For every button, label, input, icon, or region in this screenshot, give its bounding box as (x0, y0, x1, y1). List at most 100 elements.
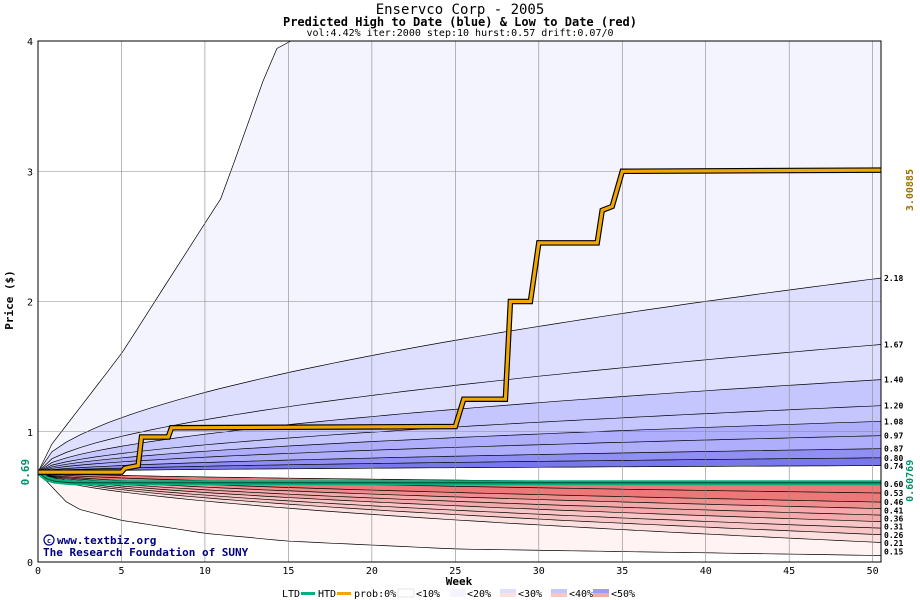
band-boundary-line (38, 41, 881, 473)
y-tick-label: 3 (27, 167, 33, 178)
band-value-label: 1.67 (884, 340, 903, 349)
legend-swatch-40-red (593, 593, 609, 597)
band-boundary-line (38, 471, 881, 535)
legend-swatch-20-blue (500, 589, 516, 593)
band-boundary-line (38, 471, 881, 529)
legend-ltd-swatch (301, 592, 315, 595)
high-probability-band (38, 457, 881, 473)
band-boundary-line (38, 277, 881, 473)
center-band (38, 465, 881, 484)
legend-ltd-label: LTD (282, 589, 300, 600)
copyright-letter: c (47, 537, 51, 545)
y-tick-label: 4 (27, 37, 33, 48)
legend-swatch-40-blue (593, 589, 609, 593)
plot-area (37, 40, 882, 563)
band-boundary-line (38, 405, 881, 473)
plot-frame (37, 40, 882, 563)
band-value-label: 0.97 (884, 432, 903, 441)
x-tick-label: 20 (366, 566, 378, 577)
x-tick-label: 40 (700, 566, 712, 577)
band-value-label: 0.60 (884, 480, 903, 489)
band-boundary-line (38, 471, 881, 494)
band-value-label: 2.18 (884, 274, 903, 283)
band-value-label: 0.41 (884, 506, 903, 515)
x-tick-label: 15 (282, 566, 294, 577)
y-tick-label: 2 (27, 298, 33, 309)
band-value-label: 0.87 (884, 445, 903, 454)
band-value-label: 0.26 (884, 531, 903, 540)
band-value-label: 1.40 (884, 376, 903, 385)
ltd-series-center (38, 471, 881, 484)
band-value-label: 1.08 (884, 417, 903, 426)
start-price-value: 0.69 (19, 459, 32, 486)
band-value-label: 0.53 (884, 489, 903, 498)
x-tick-label: 30 (533, 566, 545, 577)
low-probability-band (38, 472, 881, 543)
legend-bin-10: <10% (416, 589, 440, 600)
legend-htd-label: HTD (318, 589, 336, 600)
high-probability-band (38, 421, 881, 473)
x-axis-label: Week (446, 575, 473, 588)
band-value-label: 1.20 (884, 402, 903, 411)
low-probability-band (38, 472, 881, 516)
low-probability-band (38, 472, 881, 522)
htd-series-line (38, 168, 881, 474)
legend-bin-20: <20% (467, 589, 491, 600)
x-tick-label: 45 (783, 566, 795, 577)
x-tick-label: 5 (118, 566, 124, 577)
band-boundary-line (38, 471, 881, 556)
x-tick-label: 35 (616, 566, 628, 577)
band-value-label: 0.74 (884, 462, 903, 471)
band-boundary-line (38, 471, 881, 522)
legend-swatch-20-red (500, 593, 516, 597)
plot-content (38, 41, 881, 562)
credit-website: www.textbiz.org (57, 534, 156, 547)
legend-bin-50: <50% (611, 589, 635, 600)
credit-block: c www.textbiz.org The Research Foundatio… (43, 534, 249, 559)
chart-subtitle: Predicted High to Date (blue) & Low to D… (282, 15, 637, 29)
legend-swatch-10 (450, 589, 466, 597)
y-axis-label: Price ($) (3, 270, 16, 330)
x-tick-label: 0 (35, 566, 41, 577)
band-boundary-line (38, 420, 881, 473)
low-probability-band (38, 472, 881, 529)
band-value-label: 0.15 (884, 547, 903, 556)
legend-bin-40: <40% (569, 589, 593, 600)
band-value-label: 0.36 (884, 514, 903, 523)
credit-organization: The Research Foundation of SUNY (43, 546, 249, 559)
band-boundary-line (38, 448, 881, 473)
legend-bin-30: <30% (518, 589, 542, 600)
band-value-label: 0.46 (884, 498, 903, 507)
y-tick-label: 0 (27, 558, 33, 569)
band-boundary-line (38, 457, 881, 473)
htd-final-value: 3.00885 (905, 169, 916, 211)
high-probability-band (38, 278, 881, 473)
x-tick-label: 25 (449, 566, 461, 577)
legend-swatch-0 (397, 588, 415, 598)
band-value-label: 0.31 (884, 523, 903, 532)
legend-htd-swatch (337, 592, 351, 595)
low-probability-band (38, 472, 881, 556)
band-boundary-line (38, 435, 881, 473)
low-probability-band (38, 472, 881, 509)
high-probability-band (38, 435, 881, 473)
low-probability-band (38, 472, 881, 503)
high-probability-band (38, 41, 881, 473)
band-boundary-line (38, 344, 881, 473)
band-boundary-line (38, 471, 881, 509)
y-tick-label: 1 (27, 428, 33, 439)
high-probability-band (38, 379, 881, 473)
ltd-final-value: 0.60769 (905, 460, 916, 502)
band-boundary-line (38, 471, 881, 516)
high-probability-band (38, 448, 881, 473)
legend-swatch-30-red (551, 593, 567, 597)
band-value-label: 0.80 (884, 454, 903, 463)
band-boundary-line (38, 471, 881, 543)
copyright-icon (43, 534, 55, 546)
x-tick-label: 50 (867, 566, 879, 577)
simulation-parameters: vol:4.42% iter:2000 step:10 hurst:0.57 d… (306, 28, 614, 39)
band-value-label: 0.21 (884, 539, 903, 548)
legend-swatch-30-blue (551, 589, 567, 593)
legend: LTD HTD prob:0% <10% <20% <30% <40% <50% (282, 588, 635, 600)
